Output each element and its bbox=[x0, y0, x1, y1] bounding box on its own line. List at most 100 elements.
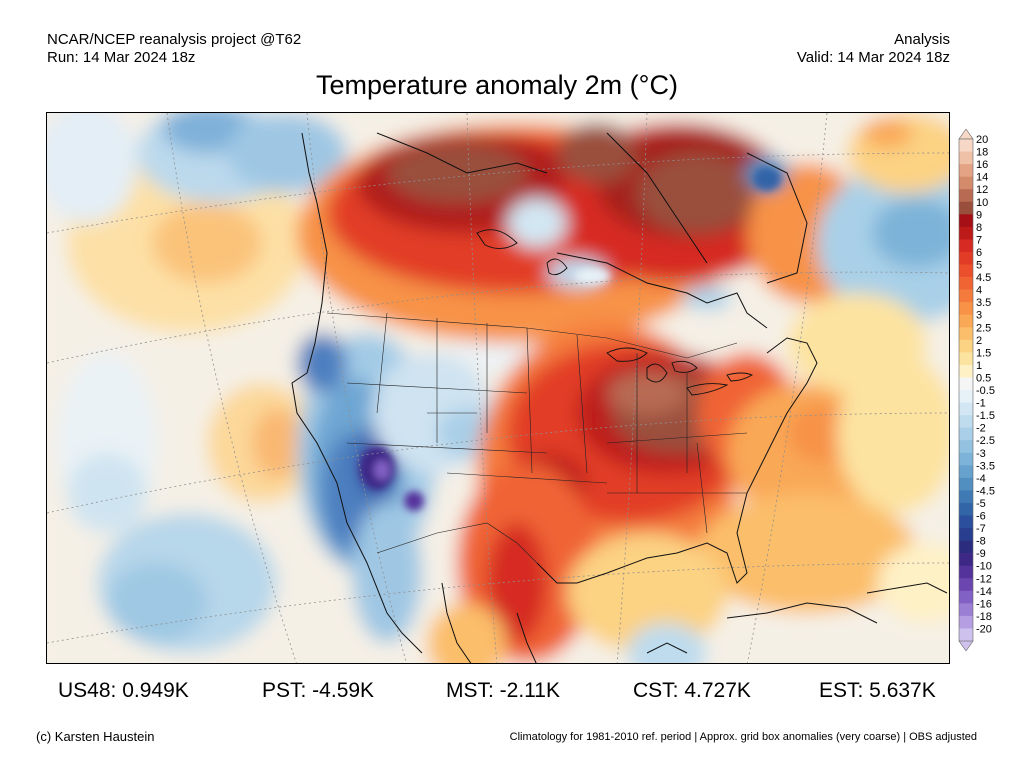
copyright: (c) Karsten Haustein bbox=[36, 729, 155, 744]
colorbar-label: 1.5 bbox=[976, 347, 991, 359]
climatology-note: Climatology for 1981-2010 ref. period | … bbox=[509, 731, 977, 743]
colorbar-label: -9 bbox=[976, 548, 986, 560]
region-stats: US48: 0.949K PST: -4.59K MST: -2.11K CST… bbox=[0, 679, 1024, 705]
colorbar-frame bbox=[958, 138, 974, 642]
colorbar-label: -5 bbox=[976, 498, 986, 510]
colorbar-label: -3 bbox=[976, 448, 986, 460]
run-label: Run: 14 Mar 2024 18z bbox=[47, 49, 196, 66]
colorbar-swatch bbox=[959, 628, 973, 642]
colorbar-swatch bbox=[959, 452, 973, 466]
colorbar-swatch bbox=[959, 151, 973, 165]
colorbar-swatch bbox=[959, 176, 973, 190]
colorbar-label: 3 bbox=[976, 310, 982, 322]
colorbar-swatch bbox=[959, 465, 973, 479]
colorbar-swatch bbox=[959, 339, 973, 353]
colorbar-swatch bbox=[959, 540, 973, 554]
colorbar-label: -8 bbox=[976, 536, 986, 548]
colorbar-svg: 201816141210987654.543.532.521.510.5-0.5… bbox=[958, 128, 995, 652]
colorbar-label: 14 bbox=[976, 172, 988, 184]
colorbar-label: 3.5 bbox=[976, 297, 991, 309]
colorbar-label: 18 bbox=[976, 147, 988, 159]
colorbar: 20 18 16 14 12 10 9 8 7 6 5 4.5 4 3.5 3 2.5 2 1.5 1 0.5 -0.5… bbox=[957, 128, 1023, 652]
colorbar-swatch bbox=[959, 314, 973, 328]
valid-label: Valid: 14 Mar 2024 18z bbox=[796, 49, 950, 66]
colorbar-swatch bbox=[959, 427, 973, 441]
colorbar-swatch bbox=[959, 490, 973, 504]
colorbar-label: 20 bbox=[976, 134, 988, 146]
colorbar-swatch bbox=[959, 553, 973, 566]
coastlines bbox=[291, 132, 948, 663]
colorbar-label: -16 bbox=[976, 598, 992, 610]
colorbar-label: -4.5 bbox=[976, 485, 995, 497]
colorbar-label: -2 bbox=[976, 423, 986, 435]
colorbar-label: -0.5 bbox=[976, 385, 995, 397]
colorbar-bottom-arrow bbox=[958, 640, 974, 652]
colorbar-swatch bbox=[959, 364, 973, 378]
colorbar-swatch bbox=[959, 201, 973, 215]
colorbar-label: 6 bbox=[976, 247, 982, 259]
colorbar-swatch bbox=[959, 578, 973, 592]
colorbar-swatch bbox=[959, 327, 973, 341]
colorbar-label: 0.5 bbox=[976, 372, 991, 384]
colorbar-label: 2 bbox=[976, 335, 982, 347]
anomaly-field bbox=[47, 113, 949, 663]
colorbar-swatch bbox=[959, 515, 973, 529]
colorbar-label: 4.5 bbox=[976, 272, 991, 284]
colorbar-swatch bbox=[959, 603, 973, 617]
colorbar-label: 12 bbox=[976, 184, 988, 196]
colorbar-swatch bbox=[959, 402, 973, 416]
colorbar-swatch bbox=[959, 164, 973, 177]
colorbar-swatch bbox=[959, 352, 973, 366]
stat-us48: US48: 0.949K bbox=[58, 679, 189, 702]
header-left: NCAR/NCEP reanalysis project @T62 Run: 1… bbox=[47, 31, 301, 67]
colorbar-label: -20 bbox=[976, 623, 992, 635]
colorbar-label: -10 bbox=[976, 561, 992, 573]
cold-cores bbox=[359, 167, 781, 511]
colorbar-label: 5 bbox=[976, 260, 982, 272]
colorbar-swatch bbox=[959, 377, 973, 391]
borders bbox=[326, 312, 748, 564]
anomaly-map[interactable] bbox=[46, 112, 950, 664]
colorbar-label: -12 bbox=[976, 573, 992, 585]
colorbar-swatch bbox=[959, 289, 973, 303]
colorbar-label: -4 bbox=[976, 473, 986, 485]
colorbar-swatch bbox=[959, 565, 973, 579]
colorbar-swatch bbox=[959, 390, 973, 403]
stat-pst: PST: -4.59K bbox=[262, 679, 375, 702]
graticule bbox=[47, 113, 949, 663]
colorbar-label: -18 bbox=[976, 611, 992, 623]
colorbar-label: -3.5 bbox=[976, 460, 995, 472]
colorbar-label: -1 bbox=[976, 398, 986, 410]
anomaly-map-svg bbox=[47, 113, 949, 663]
colorbar-swatch bbox=[959, 226, 973, 240]
colorbar-label: 16 bbox=[976, 159, 988, 171]
header-right: Analysis Valid: 14 Mar 2024 18z bbox=[797, 31, 950, 67]
colorbar-label: 2.5 bbox=[976, 322, 991, 334]
colorbar-swatch bbox=[959, 590, 973, 604]
colorbar-label: 7 bbox=[976, 234, 982, 246]
colorbar-swatch bbox=[959, 477, 973, 491]
stat-cst: CST: 4.727K bbox=[633, 679, 751, 702]
analysis-label: Analysis bbox=[894, 31, 950, 48]
colorbar-label: -1.5 bbox=[976, 410, 995, 422]
map-title: Temperature anomaly 2m (°C) bbox=[316, 70, 678, 100]
colorbar-label: -2.5 bbox=[976, 435, 995, 447]
colorbar-swatch bbox=[959, 615, 973, 629]
colorbar-label: 1 bbox=[976, 360, 982, 372]
colorbar-swatch bbox=[959, 251, 973, 265]
colorbar-swatch bbox=[959, 214, 973, 228]
colorbar-label: 8 bbox=[976, 222, 982, 234]
stat-mst: MST: -2.11K bbox=[446, 679, 560, 702]
colorbar-swatch bbox=[959, 239, 973, 253]
colorbar-swatch bbox=[959, 139, 973, 152]
colorbar-label: 4 bbox=[976, 285, 982, 297]
colorbar-label: -14 bbox=[976, 586, 992, 598]
colorbar-label: 9 bbox=[976, 209, 982, 221]
model-label: NCAR/NCEP reanalysis project @T62 bbox=[47, 31, 302, 48]
colorbar-label: 10 bbox=[976, 197, 988, 209]
colorbar-swatch bbox=[959, 189, 973, 203]
colorbar-swatch bbox=[959, 277, 973, 290]
colorbar-top-arrow bbox=[958, 128, 974, 140]
colorbar-swatch bbox=[959, 302, 973, 315]
colorbar-swatch bbox=[959, 528, 973, 541]
